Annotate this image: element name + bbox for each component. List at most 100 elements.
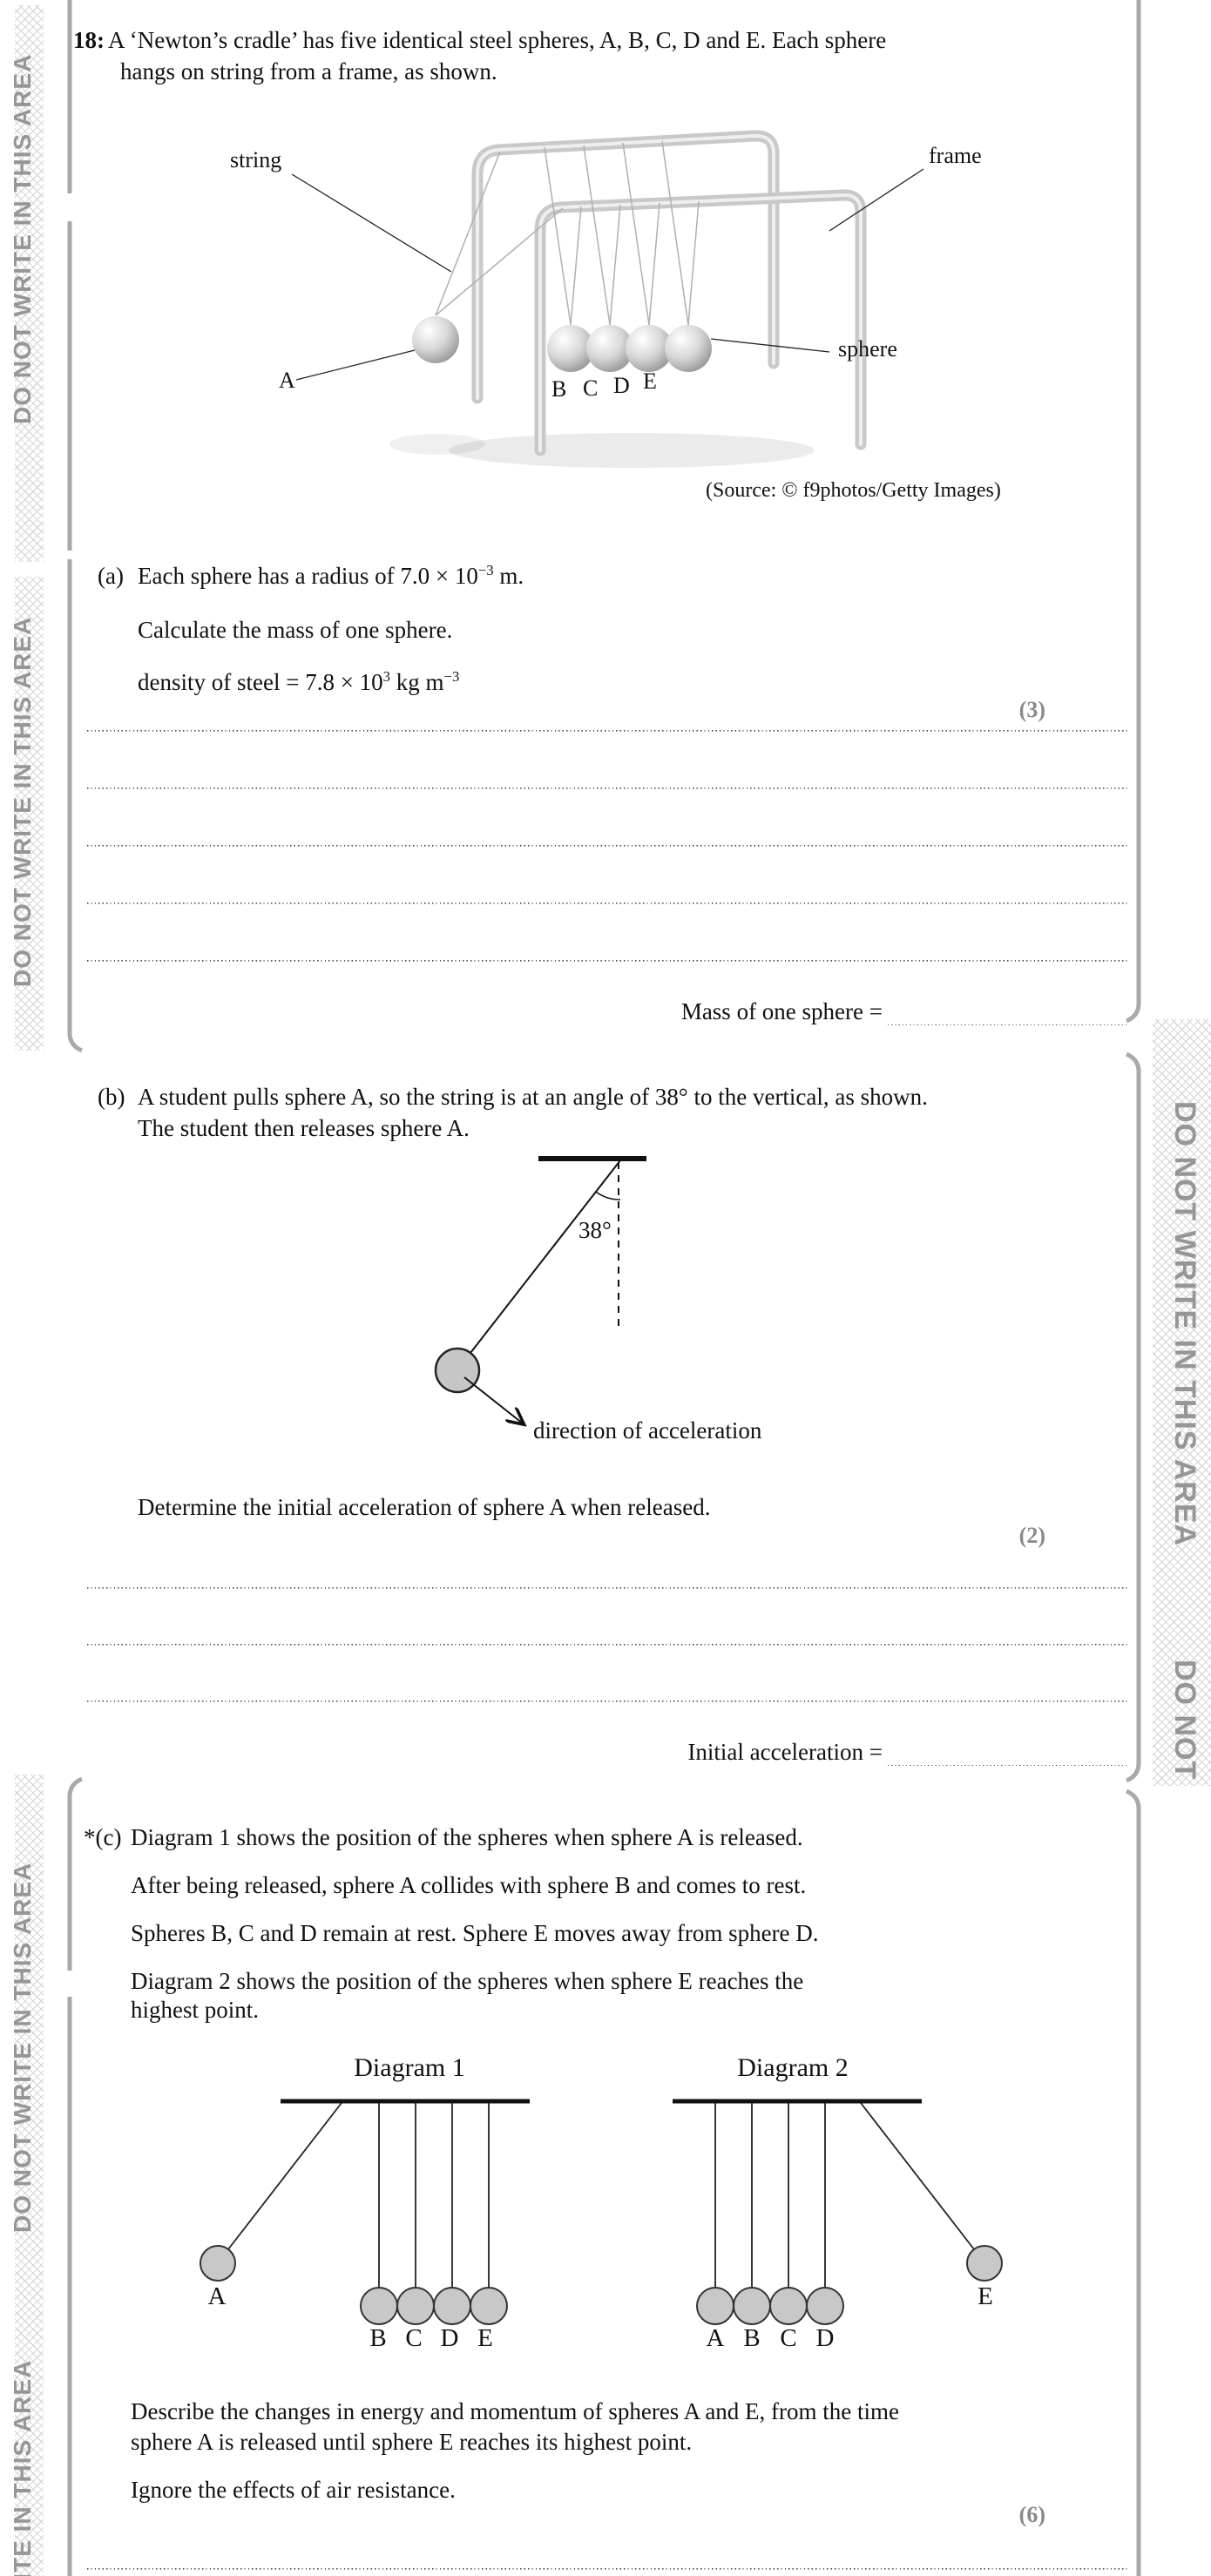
acceleration-answer-field[interactable] [888, 1744, 1129, 1766]
cradle-shadow-a [389, 434, 485, 455]
diagram2-sphere-b [733, 2287, 771, 2325]
mass-answer-row: Mass of one sphere = [681, 998, 1129, 1025]
label-c: C [583, 375, 598, 401]
part-c-line3: Spheres B, C and D remain at rest. Spher… [131, 1920, 819, 1946]
answer-line[interactable] [87, 2568, 1129, 2570]
part-a-density: density of steel = 7.8 × 103 kg m−3 [138, 668, 459, 696]
string-line [470, 1160, 621, 1354]
diagram2-sphere-a [696, 2287, 734, 2325]
do-not-write-notice: DO NOT WRITE IN THIS AREA [9, 1862, 36, 2233]
diagram2-label-d: D [816, 2324, 835, 2352]
photo-sphere-a [412, 316, 459, 363]
diagram2-title: Diagram 2 [737, 2053, 848, 2082]
answer-line[interactable] [87, 960, 1129, 962]
mass-answer-field[interactable] [888, 1004, 1129, 1025]
photo-sphere-c [586, 325, 633, 372]
part-c-line5: highest point. [131, 1997, 259, 2023]
answer-line[interactable] [87, 788, 1129, 789]
part-b-marks: (2) [1018, 1523, 1045, 1548]
part-c-line4: Diagram 2 shows the position of the sphe… [131, 1968, 804, 1994]
acceleration-answer-label: Initial acceleration = [687, 1739, 883, 1765]
label-string: string [230, 147, 281, 172]
do-not-write-notice-clipped: DO NOT WRITE IN THIS AREA [9, 2359, 36, 2576]
part-c-prompt2: sphere A is released until sphere E reac… [131, 2429, 693, 2455]
density-text: density of steel = 7.8 × 10 [138, 669, 383, 695]
diagram1-sphere-a [200, 2245, 236, 2282]
part-a-marks: (3) [1018, 697, 1045, 722]
diagram1-label-a: A [208, 2282, 227, 2310]
diagram2-strings [714, 2102, 975, 2288]
question-intro-line2: hangs on string from a frame, as shown. [120, 58, 497, 85]
diagram2-label-a: A [707, 2324, 725, 2352]
mass-answer-label: Mass of one sphere = [680, 998, 883, 1024]
diagram2-sphere-c [769, 2287, 808, 2325]
photo-sphere-d [626, 325, 673, 372]
diagram1-label-b: B [369, 2324, 386, 2352]
part-a-line1-sup: −3 [477, 562, 494, 578]
diagram1-label-e: E [477, 2324, 493, 2352]
density-unit: kg m [390, 669, 444, 695]
left-margin-strip [15, 1775, 44, 2576]
part-a-line1-unit: m. [493, 563, 524, 589]
acceleration-arrow [463, 1376, 523, 1423]
right-margin-strip-hatch [1153, 1019, 1211, 1786]
label-frame: frame [929, 143, 982, 168]
part-c-prompt3: Ignore the effects of air resistance. [131, 2477, 456, 2503]
part-b-label: (b) [98, 1084, 125, 1110]
do-not-write-notice: DO NOT WRITE IN THIS AREA [9, 616, 36, 987]
diagram1-label-d: D [441, 2324, 459, 2352]
acceleration-direction-label: direction of acceleration [533, 1417, 762, 1444]
photo-sphere-b [547, 325, 594, 372]
cradle-shadow [449, 433, 815, 468]
diagram2-sphere-e [966, 2245, 1003, 2282]
label-e: E [643, 368, 657, 394]
label-a: A [279, 368, 295, 393]
cradle-strings [435, 140, 700, 326]
cradle-frame-back-highlight [476, 133, 775, 400]
density-sup2: −3 [443, 668, 460, 685]
diagram2-label-b: B [743, 2324, 760, 2352]
newtons-cradle-photo: string frame sphere A B C D E [230, 130, 982, 468]
angle-arc [595, 1191, 621, 1200]
density-sup1: 3 [382, 668, 391, 685]
part-b-line1: A student pulls sphere A, so the string … [138, 1084, 928, 1110]
answer-line[interactable] [87, 730, 1129, 732]
diagram1-strings [227, 2102, 490, 2288]
part-a-line2: Calculate the mass of one sphere. [138, 617, 453, 643]
answer-line[interactable] [87, 903, 1129, 904]
diagram2-sphere-d [806, 2287, 844, 2325]
right-margin-strip: DO NOT WRITE IN THIS AREA DO NOT WRITE I… [1153, 1019, 1211, 1786]
do-not-write-notice: DO NOT WRITE IN THIS AREA [1168, 1101, 1201, 1547]
part-a-line1: Each sphere has a radius of 7.0 × 10−3 m… [138, 562, 524, 590]
label-d: D [613, 373, 630, 398]
angle-value-label: 38° [578, 1217, 612, 1243]
diagram2-label-e: E [978, 2282, 993, 2310]
diagram2-label-c: C [780, 2324, 796, 2352]
cradle-frame-front-highlight [538, 193, 863, 452]
diagram1-label-c: C [405, 2324, 422, 2352]
label-b: B [551, 376, 566, 402]
part-c-line1: Diagram 1 shows the position of the sphe… [131, 1824, 803, 1850]
answer-line[interactable] [87, 1587, 1129, 1589]
sphere-a-circle [434, 1347, 481, 1394]
diagram1-sphere-b [360, 2287, 398, 2325]
answer-line[interactable] [87, 1644, 1129, 1646]
label-sphere: sphere [838, 336, 897, 362]
part-b-prompt: Determine the initial acceleration of sp… [138, 1494, 711, 1520]
do-not-write-notice-clipped: DO NOT WRITE IN THIS AREA [1163, 1660, 1201, 1786]
pendulum-diagram [434, 1156, 646, 1464]
part-a-line1-text: Each sphere has a radius of 7.0 × 10 [138, 563, 478, 589]
answer-line[interactable] [87, 845, 1129, 847]
part-a-label: (a) [98, 563, 124, 589]
photo-sphere-e [665, 325, 712, 372]
left-margin-strip [15, 577, 44, 1051]
acceleration-answer-row: Initial acceleration = [687, 1739, 1129, 1766]
answer-line[interactable] [87, 1700, 1129, 1702]
part-b-line2: The student then releases sphere A. [138, 1115, 470, 1141]
diagram1-sphere-e [470, 2287, 508, 2325]
part-c-marks: (6) [1018, 2502, 1045, 2527]
diagram1-title: Diagram 1 [354, 2053, 464, 2082]
left-margin-strip [15, 5, 44, 562]
question-number: 18: [73, 27, 105, 53]
